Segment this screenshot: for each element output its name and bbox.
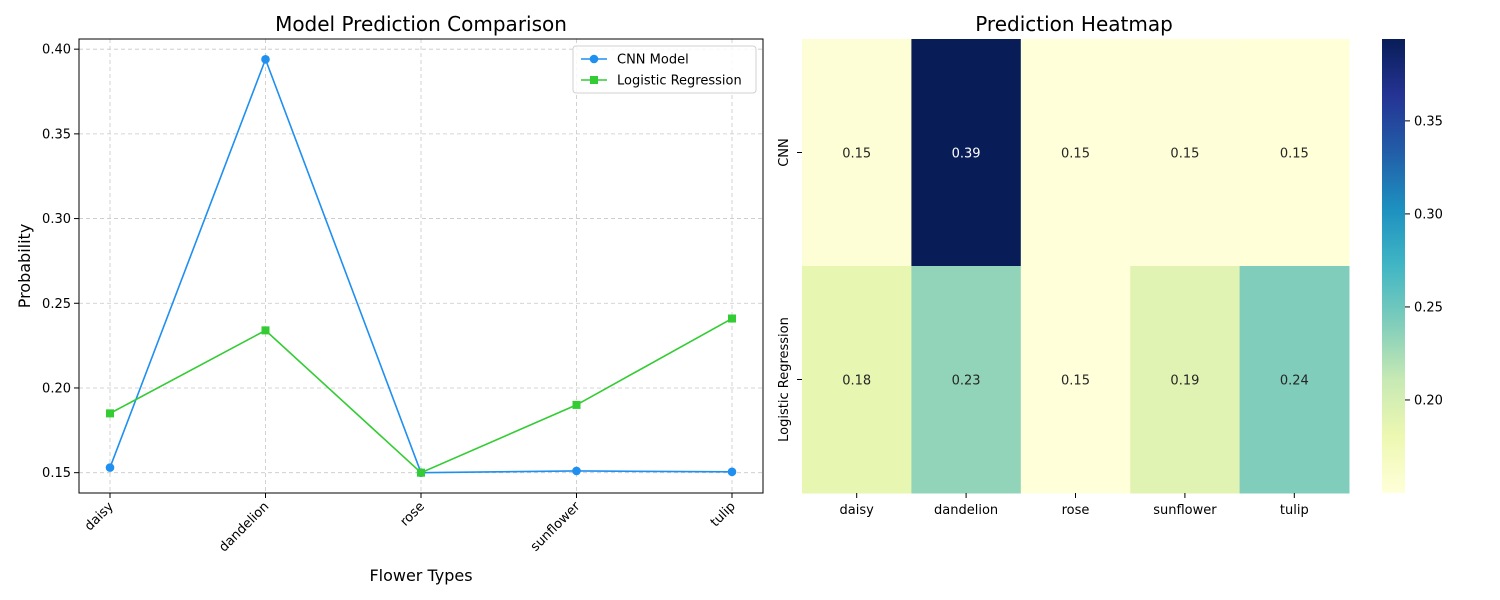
heatmap-cell — [911, 39, 1022, 267]
heatmap-cell-label: 0.15 — [1061, 374, 1090, 389]
colorbar-tick-label: 0.20 — [1414, 393, 1443, 408]
data-point — [727, 467, 737, 477]
heatmap-cell-label: 0.15 — [1280, 147, 1309, 162]
colorbar-tick-label: 0.25 — [1414, 300, 1443, 315]
data-point — [572, 466, 581, 476]
series-logistic-regression — [106, 314, 736, 477]
heatmap-column-label: rose — [1062, 503, 1090, 518]
heatmap-row-label: Logistic Regression — [777, 317, 792, 442]
colorbar-tick-label: 0.30 — [1414, 207, 1443, 222]
heatmap-column-label: sunflower — [1153, 503, 1217, 518]
heatmap-cell-label: 0.18 — [842, 374, 871, 389]
heatmap-cell — [1130, 39, 1241, 267]
x-tick-label: sunflower — [528, 499, 584, 555]
legend-label: CNN Model — [617, 53, 689, 68]
x-tick-label: tulip — [708, 499, 739, 530]
line-chart-ticks: daisy dandelion rose sunflower tulip 0.15 0.20… — [42, 43, 739, 556]
data-point — [417, 468, 425, 477]
line-chart-legend: CNN Model Logistic Regression — [572, 45, 757, 94]
heatmap-cell — [802, 39, 912, 267]
heatmap-chart: Prediction Heatmap 0.15 0.39 0.15 0.15 0.150… — [777, 12, 1443, 518]
data-point — [728, 314, 736, 323]
heatmap-cell-label: 0.23 — [952, 374, 981, 389]
heatmap-column-label: tulip — [1280, 503, 1309, 518]
line-chart-series — [105, 55, 737, 477]
line-chart-y-axis-label: Probability — [15, 224, 34, 309]
heatmap-cell — [1239, 39, 1350, 267]
heatmap-column-label: dandelion — [934, 503, 998, 518]
heatmap-cell — [1239, 266, 1350, 494]
heatmap-cell — [1020, 39, 1131, 267]
line-chart-x-axis-label: Flower Types — [369, 566, 472, 585]
heatmap-cell — [802, 266, 912, 494]
line-chart-grid — [79, 39, 763, 493]
y-tick-label: 0.25 — [42, 297, 71, 312]
colorbar-gradient — [1382, 39, 1405, 493]
legend-label: Logistic Regression — [617, 74, 742, 89]
y-tick-label: 0.35 — [42, 127, 71, 142]
heatmap-cell — [1130, 266, 1241, 494]
data-point — [261, 55, 270, 64]
y-tick-label: 0.40 — [42, 43, 71, 58]
line-chart: Model Prediction Comparison Flower Types… — [15, 12, 764, 585]
x-tick-label: dandelion — [216, 499, 272, 555]
line-chart-title: Model Prediction Comparison — [275, 12, 567, 36]
heatmap-cell — [911, 266, 1022, 494]
heatmap-cell-label: 0.24 — [1280, 374, 1309, 389]
heatmap-title: Prediction Heatmap — [975, 12, 1173, 36]
legend-box — [572, 45, 757, 94]
x-tick-label: daisy — [82, 499, 117, 534]
heatmap-cell — [1020, 266, 1131, 494]
data-point — [572, 400, 581, 409]
heatmap-row-label: CNN — [777, 138, 792, 167]
heatmap-column-label: daisy — [840, 503, 875, 518]
colorbar-tick-label: 0.35 — [1414, 114, 1443, 129]
y-tick-label: 0.15 — [42, 466, 71, 481]
y-tick-label: 0.20 — [42, 381, 71, 396]
data-point — [105, 463, 115, 472]
y-tick-label: 0.30 — [42, 212, 71, 227]
heatmap-cell-label: 0.15 — [842, 147, 871, 162]
heatmap-cells: 0.15 0.39 0.15 0.15 0.15 0.18 0.23 0.15 0.19 0.24 — [802, 39, 1350, 494]
legend-marker — [590, 76, 598, 84]
heatmap-cell-label: 0.15 — [1170, 147, 1199, 162]
heatmap-cell-label: 0.39 — [952, 147, 981, 162]
heatmap-cell-label: 0.19 — [1170, 374, 1199, 389]
legend-marker — [589, 54, 599, 64]
heatmap-cell-label: 0.15 — [1061, 147, 1090, 162]
heatmap-axis-labels: daisy dandelion rose sunflower tulip CNN Logis… — [777, 138, 1309, 518]
data-point — [106, 409, 114, 418]
data-point — [261, 326, 270, 335]
heatmap-colorbar: 0.20 0.25 0.30 0.35 — [1382, 39, 1443, 493]
x-tick-label: rose — [398, 499, 428, 529]
